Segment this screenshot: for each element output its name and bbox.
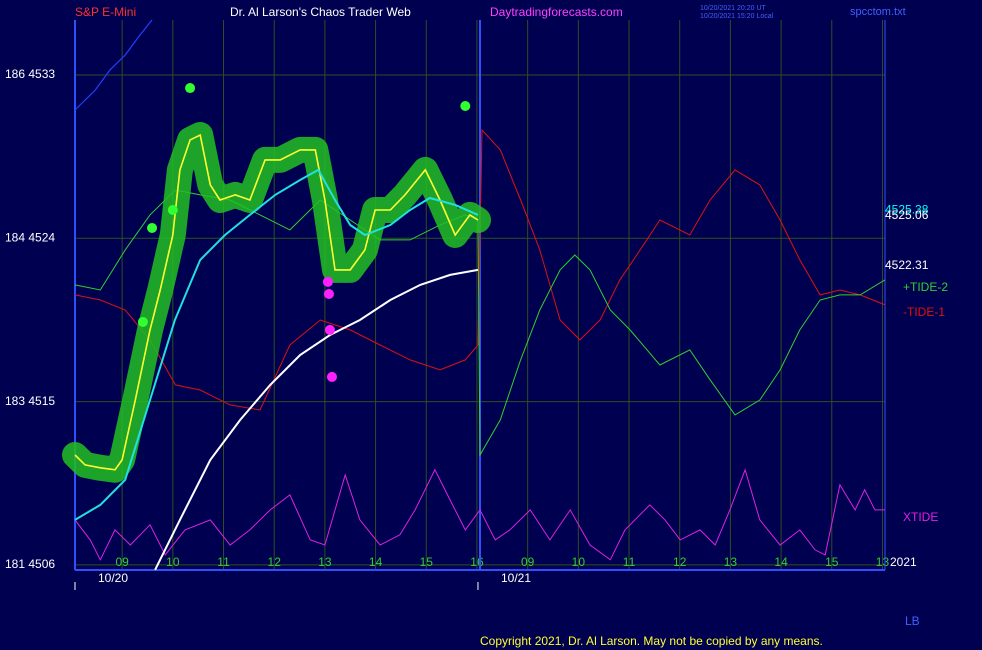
x-tick-label: 13 <box>318 555 332 569</box>
series-label: +TIDE-2 <box>903 280 948 294</box>
signal-dot <box>324 324 335 335</box>
x-tick-label: 10 <box>166 555 180 569</box>
corner-label: LB <box>905 614 920 628</box>
date-label: 10/20 <box>98 571 128 585</box>
copyright: Copyright 2021, Dr. Al Larson. May not b… <box>480 634 823 648</box>
x-tick-label: 13 <box>724 555 738 569</box>
x-tick-label: 15 <box>420 555 434 569</box>
price-label: 4522.31 <box>885 258 929 272</box>
series-label: -TIDE-1 <box>903 305 945 319</box>
y-tick-label: 183 4515 <box>5 394 55 408</box>
x-tick-label: 09 <box>115 555 129 569</box>
date-label: 10/21 <box>501 571 531 585</box>
series-line <box>74 133 479 471</box>
signal-dot <box>326 371 337 382</box>
symbol: S&P E-Mini <box>75 5 136 19</box>
x-tick-label: 13 <box>876 555 890 569</box>
series-line <box>74 168 479 521</box>
series-line <box>74 19 153 111</box>
signal-dot <box>322 276 333 287</box>
x-tick-label: 16 <box>470 555 484 569</box>
timestamp-ut: 10/20/2021 20:20 UT <box>700 5 766 12</box>
signal-dot <box>460 101 471 112</box>
x-tick-label: 12 <box>268 555 282 569</box>
x-tick-label: 11 <box>623 555 636 569</box>
x-tick-label: 11 <box>217 555 230 569</box>
y-tick-label: 181 4506 <box>5 557 55 571</box>
signal-dot <box>147 222 158 233</box>
site: Daytradingforecasts.com <box>490 5 623 19</box>
x-tick-label: 15 <box>825 555 839 569</box>
year-label: 2021 <box>890 555 917 569</box>
x-tick-label: 12 <box>673 555 687 569</box>
series-line <box>74 128 886 411</box>
series-line <box>154 268 479 571</box>
signal-dot <box>323 289 334 300</box>
signal-dot <box>137 316 148 327</box>
x-tick-label: 14 <box>774 555 788 569</box>
series-label: XTIDE <box>903 510 938 524</box>
y-tick-label: 186 4533 <box>5 67 55 81</box>
price-label: 4525.38 <box>885 202 929 216</box>
x-tick-label: 10 <box>572 555 586 569</box>
series-line <box>74 468 885 561</box>
chart-title: Dr. Al Larson's Chaos Trader Web <box>230 5 411 19</box>
x-tick-label: 14 <box>369 555 383 569</box>
y-tick-label: 184 4524 <box>5 230 55 244</box>
signal-dot <box>185 83 196 94</box>
timestamp-local: 10/20/2021 15:20 Local <box>700 13 774 20</box>
file-name: spcctom.txt <box>850 6 906 18</box>
price-label: 4525.06 <box>885 208 929 222</box>
signal-dot <box>167 204 178 215</box>
x-tick-label: 09 <box>521 555 535 569</box>
